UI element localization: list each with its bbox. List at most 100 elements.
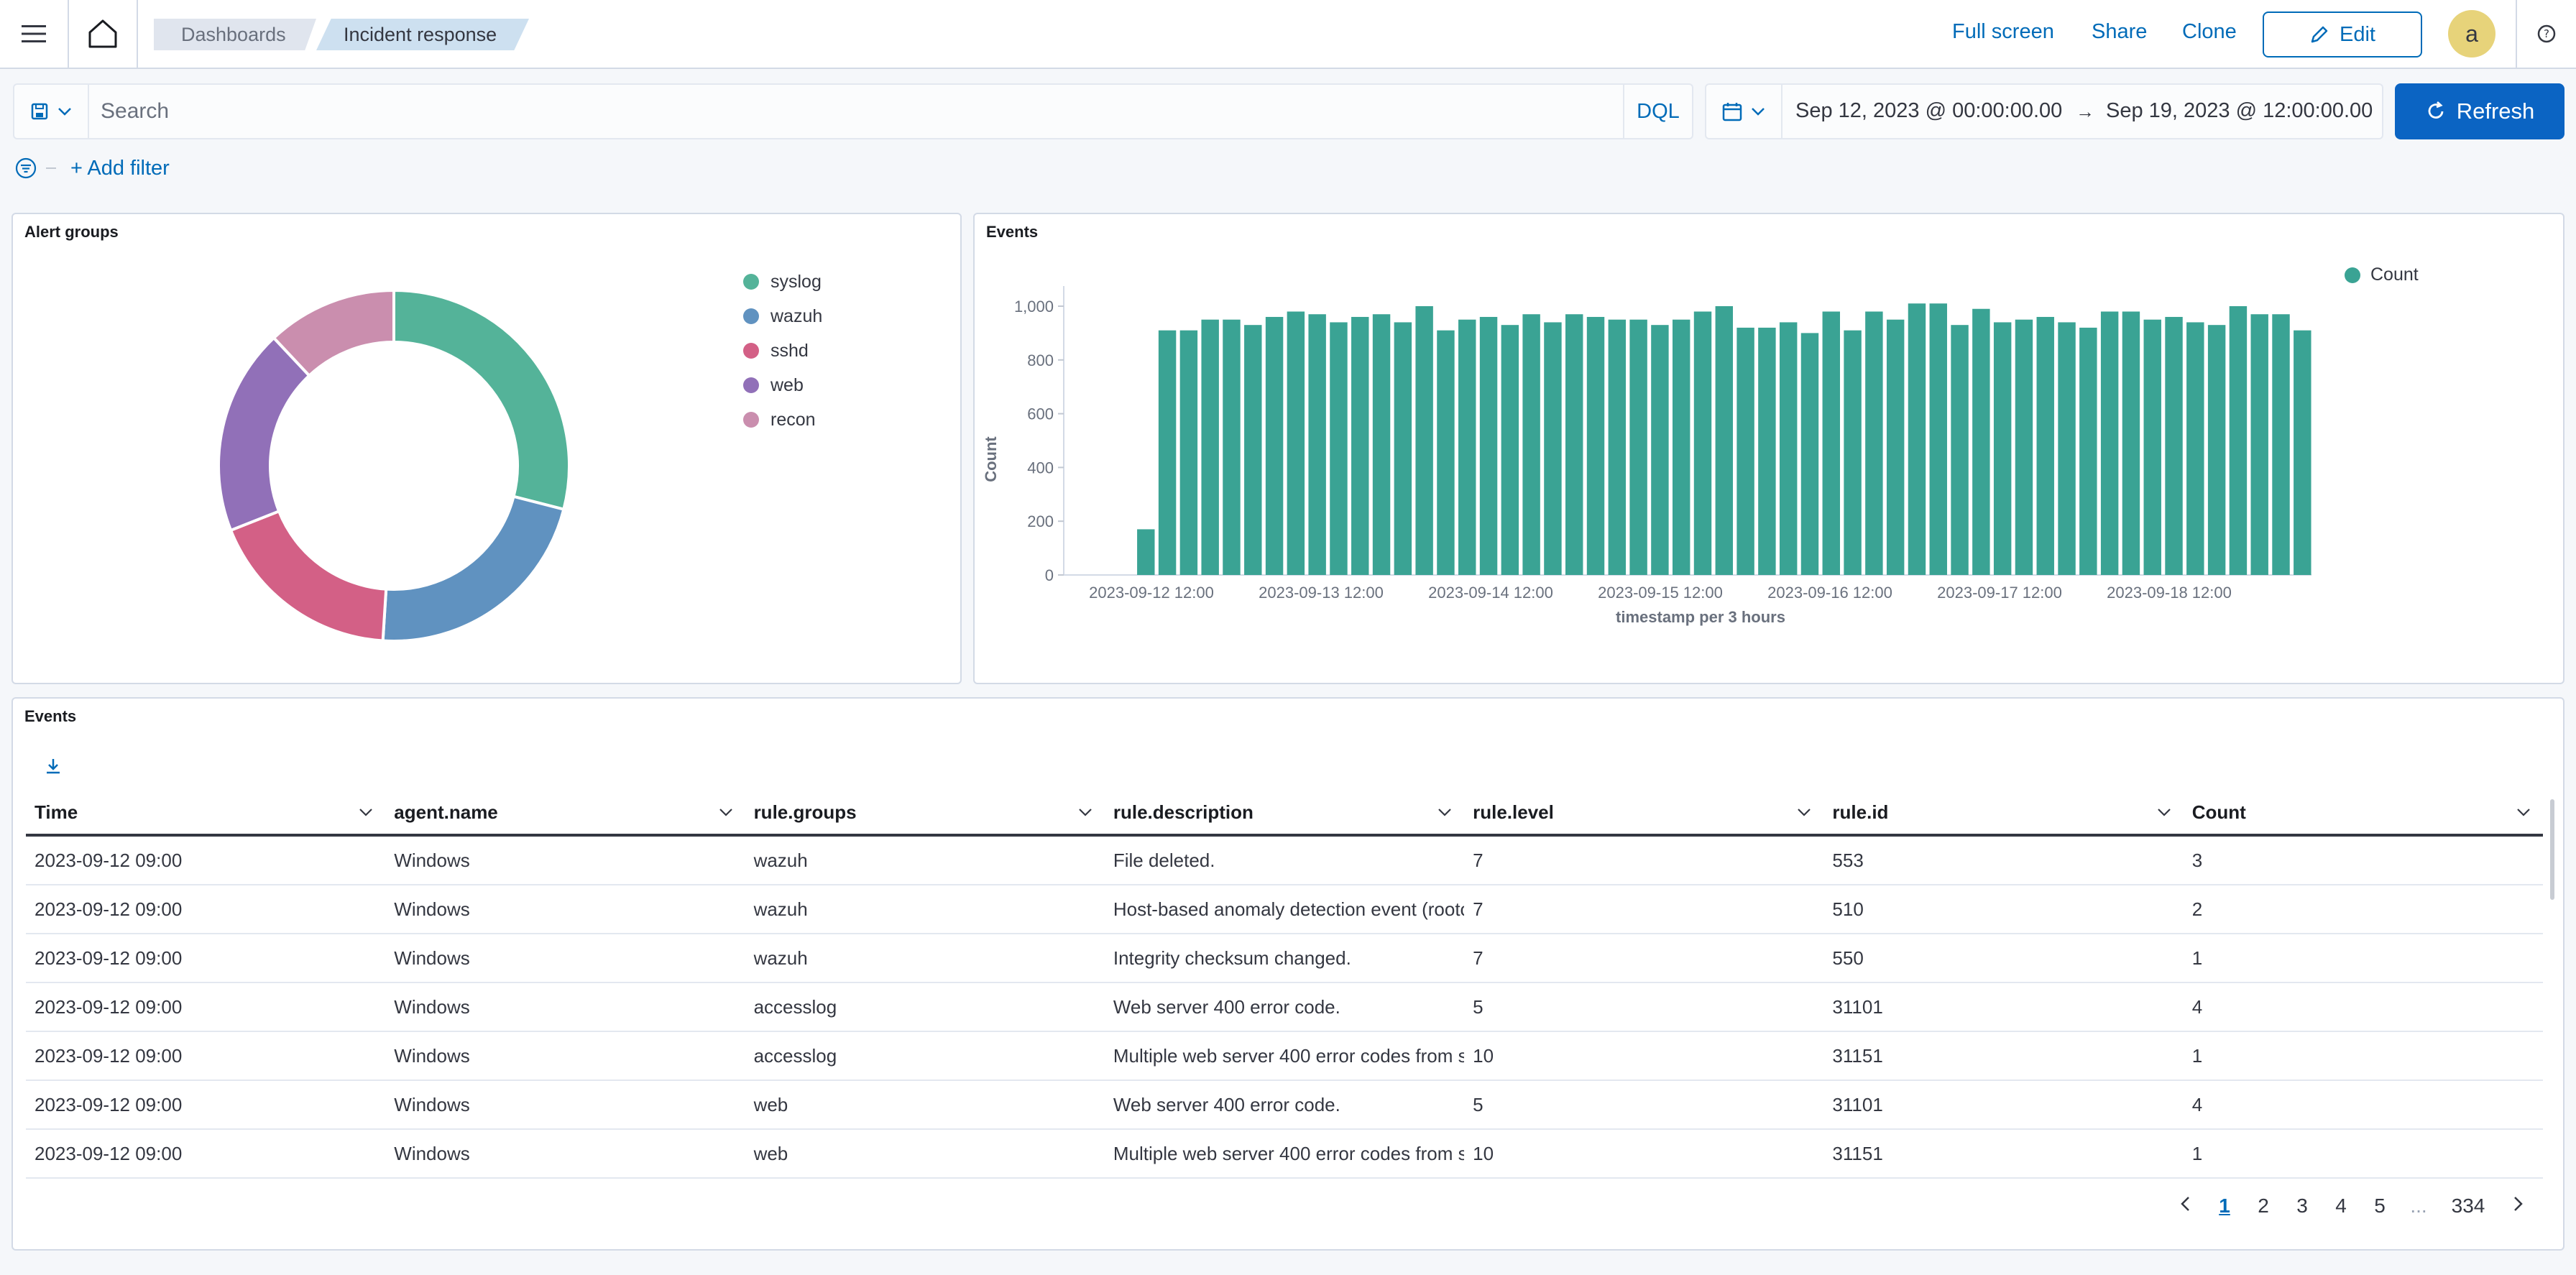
search-input[interactable] <box>101 95 1610 128</box>
prev-page-icon[interactable] <box>2166 1195 2205 1218</box>
donut-slice-syslog[interactable] <box>392 288 571 512</box>
clone-link[interactable]: Clone <box>2182 20 2237 43</box>
legend-item-wazuh[interactable]: wazuh <box>743 299 822 333</box>
bar-47[interactable] <box>2079 327 2097 575</box>
bar-30[interactable] <box>1715 306 1734 575</box>
refresh-button[interactable]: Refresh <box>2395 83 2564 139</box>
bar-13[interactable] <box>1351 316 1369 575</box>
donut-slice-wazuh[interactable] <box>381 494 566 643</box>
bar-26[interactable] <box>1629 319 1647 575</box>
bar-7[interactable] <box>1223 319 1241 575</box>
donut-slice-sshd[interactable] <box>229 509 388 643</box>
bar-21[interactable] <box>1522 314 1540 575</box>
page-1[interactable]: 1 <box>2219 1195 2230 1217</box>
chevron-down-icon[interactable] <box>2156 807 2172 817</box>
bar-14[interactable] <box>1372 314 1391 575</box>
bar-22[interactable] <box>1544 322 1562 575</box>
bar-37[interactable] <box>1865 311 1883 575</box>
download-icon[interactable] <box>43 756 63 780</box>
bar-8[interactable] <box>1244 325 1262 575</box>
bar-45[interactable] <box>2036 316 2054 575</box>
date-start[interactable]: Sep 12, 2023 @ 00:00:00.00 <box>1795 99 2063 122</box>
column-header-rule-groups[interactable]: rule.groups <box>745 801 1105 824</box>
bar-4[interactable] <box>1158 330 1177 575</box>
page-last[interactable]: 334 <box>2451 1195 2485 1217</box>
bar-38[interactable] <box>1886 319 1905 575</box>
bar-42[interactable] <box>1972 308 1990 575</box>
add-filter-button[interactable]: + Add filter <box>70 156 170 180</box>
bar-39[interactable] <box>1908 303 1926 575</box>
donut-slice-recon[interactable] <box>272 288 395 378</box>
page-3[interactable]: 3 <box>2296 1195 2308 1217</box>
breadcrumb-dashboards[interactable]: Dashboards <box>154 19 316 50</box>
events-chart-legend[interactable]: Count <box>2345 264 2419 285</box>
bar-5[interactable] <box>1179 330 1198 575</box>
bar-44[interactable] <box>2015 319 2033 575</box>
home-icon[interactable] <box>69 0 138 68</box>
bar-28[interactable] <box>1672 319 1690 575</box>
legend-item-web[interactable]: web <box>743 368 822 402</box>
bar-35[interactable] <box>1822 311 1840 575</box>
bar-46[interactable] <box>2058 322 2076 575</box>
bar-36[interactable] <box>1844 330 1862 575</box>
column-header-time[interactable]: Time <box>26 801 385 824</box>
bar-52[interactable] <box>2186 322 2204 575</box>
user-avatar[interactable]: a <box>2448 10 2496 57</box>
chevron-down-icon[interactable] <box>358 807 374 817</box>
bar-23[interactable] <box>1565 314 1583 575</box>
bar-20[interactable] <box>1501 325 1519 575</box>
column-header-agent-name[interactable]: agent.name <box>385 801 745 824</box>
table-row[interactable]: 2023-09-12 09:00 Windows wazuh Host-based a… <box>26 885 2543 934</box>
full-screen-link[interactable]: Full screen <box>1952 20 2054 43</box>
bar-50[interactable] <box>2143 319 2161 575</box>
chevron-down-icon[interactable] <box>1437 807 1453 817</box>
bar-3[interactable] <box>1137 529 1155 575</box>
bar-25[interactable] <box>1608 319 1627 575</box>
bar-12[interactable] <box>1330 322 1348 575</box>
bar-53[interactable] <box>2207 325 2226 575</box>
help-icon[interactable]: ? <box>2516 0 2576 68</box>
page-5[interactable]: 5 <box>2374 1195 2386 1217</box>
bar-48[interactable] <box>2100 311 2119 575</box>
bar-11[interactable] <box>1308 314 1326 575</box>
table-row[interactable]: 2023-09-12 09:00 Windows accesslog Multiple… <box>26 1032 2543 1081</box>
bar-18[interactable] <box>1458 319 1476 575</box>
bar-19[interactable] <box>1479 316 1498 575</box>
bar-49[interactable] <box>2122 311 2140 575</box>
bar-54[interactable] <box>2229 306 2248 575</box>
bar-34[interactable] <box>1800 333 1819 575</box>
chevron-down-icon[interactable] <box>2516 807 2531 817</box>
column-header-count[interactable]: Count <box>2184 801 2543 824</box>
table-row[interactable]: 2023-09-12 09:00 Windows wazuh Integrity ch… <box>26 934 2543 983</box>
column-header-rule-id[interactable]: rule.id <box>1823 801 2183 824</box>
column-header-rule-description[interactable]: rule.description <box>1105 801 1464 824</box>
table-row[interactable]: 2023-09-12 09:00 Windows wazuh File deleted… <box>26 837 2543 885</box>
bar-56[interactable] <box>2272 314 2290 575</box>
chevron-down-icon[interactable] <box>1077 807 1093 817</box>
bar-32[interactable] <box>1758 327 1776 575</box>
page-4[interactable]: 4 <box>2335 1195 2347 1217</box>
bar-6[interactable] <box>1201 319 1219 575</box>
bar-43[interactable] <box>1993 322 2012 575</box>
bar-15[interactable] <box>1394 322 1412 575</box>
bar-29[interactable] <box>1693 311 1712 575</box>
bar-31[interactable] <box>1736 327 1754 575</box>
table-row[interactable]: 2023-09-12 09:00 Windows web Web server 400… <box>26 1081 2543 1130</box>
bar-10[interactable] <box>1287 311 1305 575</box>
bar-24[interactable] <box>1586 316 1605 575</box>
column-header-rule-level[interactable]: rule.level <box>1464 801 1823 824</box>
table-row[interactable]: 2023-09-12 09:00 Windows accesslog Web serv… <box>26 983 2543 1032</box>
bar-16[interactable] <box>1415 306 1433 575</box>
donut-slice-web[interactable] <box>217 336 312 533</box>
bar-9[interactable] <box>1265 316 1284 575</box>
legend-item-sshd[interactable]: sshd <box>743 333 822 368</box>
bar-51[interactable] <box>2165 316 2183 575</box>
filter-icon[interactable] <box>14 157 37 180</box>
query-language-toggle[interactable]: DQL <box>1623 85 1692 138</box>
table-scrollbar[interactable] <box>2550 799 2554 900</box>
chevron-down-icon[interactable] <box>1796 807 1812 817</box>
chevron-down-icon[interactable] <box>718 807 734 817</box>
date-end[interactable]: Sep 19, 2023 @ 12:00:00.00 <box>2106 99 2373 122</box>
bar-17[interactable] <box>1437 330 1455 575</box>
table-row[interactable]: 2023-09-12 09:00 Windows web Multiple web s… <box>26 1130 2543 1179</box>
